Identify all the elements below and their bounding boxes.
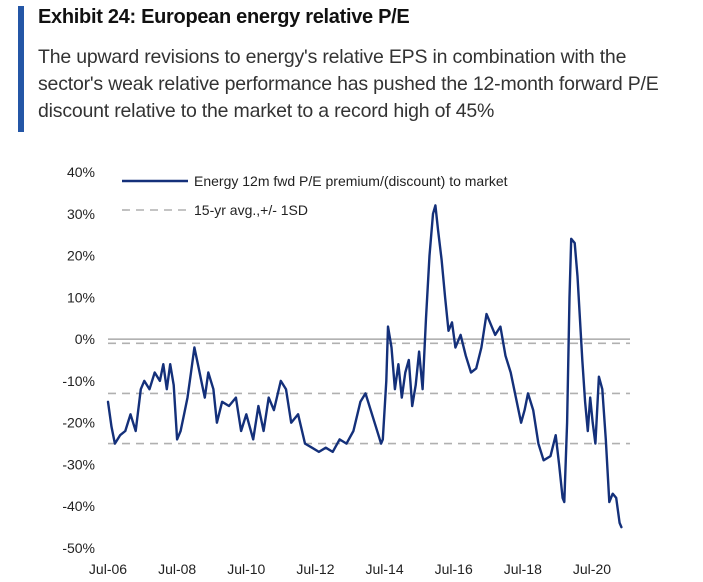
x-tick-label: Jul-16 — [435, 561, 473, 577]
x-tick-label: Jul-06 — [89, 561, 127, 577]
y-tick-label: 0% — [75, 331, 95, 347]
series-line-energy-pe — [106, 204, 623, 529]
y-tick-label: -10% — [62, 373, 95, 389]
y-tick-label: -50% — [62, 540, 95, 556]
y-tick-label: 40% — [67, 164, 95, 180]
x-tick-label: Jul-10 — [227, 561, 265, 577]
y-tick-label: 30% — [67, 206, 95, 222]
y-tick-label: -30% — [62, 456, 95, 472]
x-tick-label: Jul-12 — [296, 561, 334, 577]
x-tick-label: Jul-14 — [365, 561, 403, 577]
title-accent-bar — [18, 6, 24, 132]
x-tick-label: Jul-20 — [573, 561, 611, 577]
y-tick-label: -40% — [62, 498, 95, 514]
x-tick-label: Jul-18 — [504, 561, 542, 577]
y-tick-label: -20% — [62, 415, 95, 431]
legend-label-average: 15-yr avg.,+/- 1SD — [194, 202, 308, 218]
y-tick-label: 10% — [67, 289, 95, 305]
x-tick-label: Jul-08 — [158, 561, 196, 577]
y-tick-label: 20% — [67, 248, 95, 264]
chart-title: Exhibit 24: European energy relative P/E — [38, 6, 410, 28]
legend-label-energy: Energy 12m fwd P/E premium/(discount) to… — [194, 173, 508, 189]
chart-subtitle: The upward revisions to energy's relativ… — [38, 46, 659, 122]
